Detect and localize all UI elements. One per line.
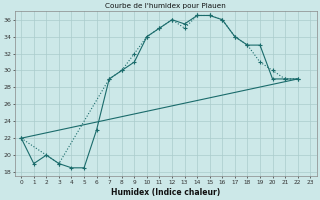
X-axis label: Humidex (Indice chaleur): Humidex (Indice chaleur): [111, 188, 220, 197]
Title: Courbe de l'humidex pour Plauen: Courbe de l'humidex pour Plauen: [105, 3, 226, 9]
